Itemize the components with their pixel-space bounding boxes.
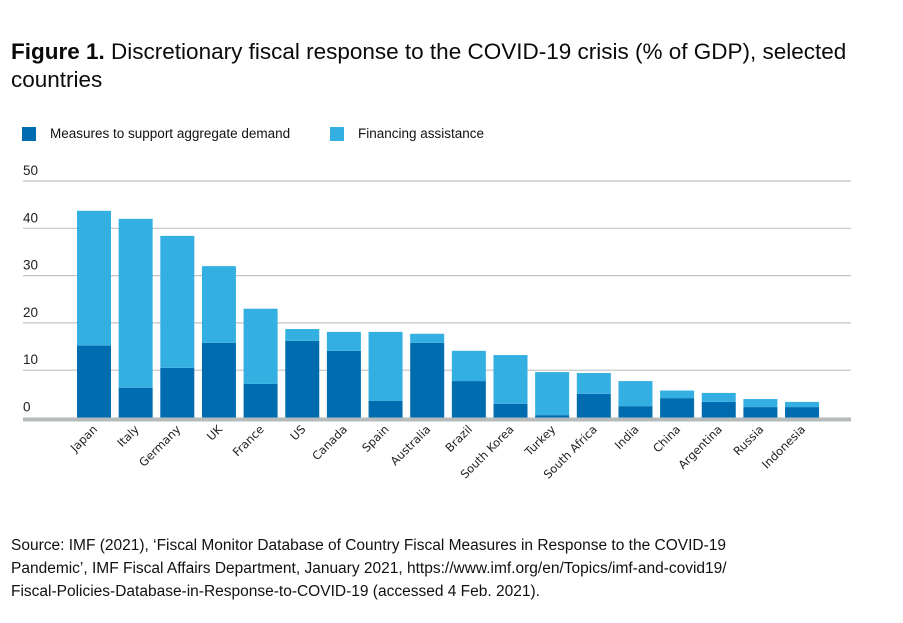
x-tick-label: Argentina [675, 422, 725, 472]
x-tick-label: UK [204, 422, 226, 444]
bar-canada-financing-assistance [326, 331, 361, 351]
source-line-1: Source: IMF (2021), ‘Fiscal Monitor Data… [11, 537, 727, 554]
x-tick-label: US [287, 422, 308, 443]
bar-brazil-aggregate-demand [451, 381, 486, 418]
source-note: Source: IMF (2021), ‘Fiscal Monitor Data… [11, 534, 891, 603]
x-axis-baseline [23, 417, 851, 422]
bar-argentina-aggregate-demand [701, 401, 736, 418]
y-tick-label: 40 [23, 210, 38, 225]
bar-south-korea-aggregate-demand [493, 403, 528, 418]
y-axis-ticks: 0 10 20 30 40 50 [23, 163, 38, 415]
x-tick-label: Italy [114, 422, 142, 450]
bar-south-africa-financing-assistance [576, 373, 611, 394]
bar-us-aggregate-demand [285, 340, 320, 418]
bar-australia-financing-assistance [410, 333, 445, 343]
bar-canada-aggregate-demand [326, 350, 361, 418]
bar-south-korea-financing-assistance [493, 355, 528, 404]
source-line-2: Pandemic’, IMF Fiscal Affairs Department… [11, 560, 727, 577]
x-tick-label: Turkey [521, 422, 558, 459]
legend-swatch-aggregate-demand [22, 126, 36, 141]
bar-india-aggregate-demand [618, 406, 653, 418]
figure-title: Figure 1. Discretionary fiscal response … [11, 38, 891, 94]
x-tick-label: India [612, 422, 642, 452]
figure-label: Figure 1. [11, 39, 105, 64]
x-tick-label: France [230, 422, 267, 459]
legend-item-financing-assistance: Financing assistance [330, 126, 484, 141]
bar-spain-financing-assistance [368, 331, 403, 401]
bar-us-financing-assistance [285, 329, 320, 341]
bar-italy-aggregate-demand [118, 387, 153, 418]
y-tick-label: 50 [23, 163, 38, 178]
bar-south-africa-aggregate-demand [576, 393, 611, 418]
x-tick-label: Germany [136, 422, 183, 469]
y-tick-label: 10 [23, 352, 38, 367]
x-tick-label: Canada [309, 422, 350, 463]
bar-spain-aggregate-demand [368, 400, 403, 418]
bar-turkey-financing-assistance [535, 372, 570, 416]
bar-china-financing-assistance [660, 390, 695, 399]
bar-argentina-financing-assistance [701, 392, 736, 402]
legend-label-financing-assistance: Financing assistance [358, 126, 485, 141]
y-tick-label: 0 [23, 400, 31, 415]
y-tick-label: 30 [23, 258, 38, 273]
x-tick-label: Australia [387, 422, 433, 468]
figure-title-text: Discretionary fiscal response to the COV… [11, 39, 847, 92]
bar-japan-aggregate-demand [77, 345, 111, 418]
x-tick-label: Japan [67, 422, 100, 455]
y-tick-label: 20 [23, 305, 38, 320]
bar-uk-financing-assistance [201, 266, 236, 343]
x-tick-label: Indonesia [759, 422, 808, 471]
legend-item-aggregate-demand: Measures to support aggregate demand [22, 126, 290, 141]
x-tick-label: China [650, 422, 683, 455]
bar-indonesia-aggregate-demand [785, 407, 820, 418]
bar-india-financing-assistance [618, 381, 653, 407]
legend-swatch-financing-assistance [330, 126, 344, 141]
bar-brazil-financing-assistance [451, 350, 486, 382]
x-tick-label: Spain [359, 422, 392, 455]
bar-australia-aggregate-demand [410, 342, 445, 418]
x-tick-label: Brazil [442, 422, 475, 455]
bar-russia-financing-assistance [743, 399, 778, 408]
bar-russia-aggregate-demand [743, 407, 778, 418]
bar-uk-aggregate-demand [201, 342, 236, 418]
bars [77, 210, 820, 418]
bar-china-aggregate-demand [660, 398, 695, 418]
bar-germany-financing-assistance [160, 235, 195, 368]
bar-germany-aggregate-demand [160, 367, 195, 418]
bar-france-financing-assistance [243, 308, 278, 384]
bar-japan-financing-assistance [77, 210, 111, 346]
bar-france-aggregate-demand [243, 383, 278, 418]
x-tick-label: Russia [730, 422, 766, 458]
source-line-3: Fiscal-Policies-Database-in-Response-to-… [11, 583, 540, 600]
x-axis-line [23, 417, 851, 422]
legend-label-aggregate-demand: Measures to support aggregate demand [50, 126, 291, 141]
bar-italy-financing-assistance [118, 218, 153, 388]
bar-turkey-aggregate-demand [535, 415, 570, 418]
bar-indonesia-financing-assistance [785, 401, 820, 408]
